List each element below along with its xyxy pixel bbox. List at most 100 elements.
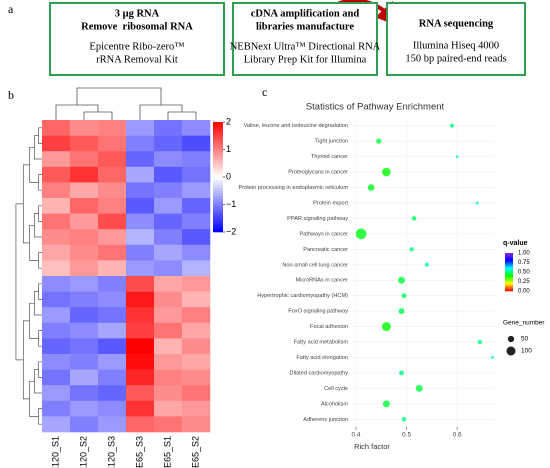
heatmap-cell xyxy=(98,213,127,230)
heatmap-cell xyxy=(42,229,71,246)
heatmap-cell xyxy=(182,229,211,246)
colorbar-segment xyxy=(213,226,223,230)
workflow-box xyxy=(232,2,378,76)
legend-size xyxy=(507,335,515,343)
heatmap-cell xyxy=(182,416,211,433)
point xyxy=(424,262,429,267)
heatmap-cell xyxy=(154,166,183,183)
heatmap-cell xyxy=(154,400,183,417)
heatmap-cell xyxy=(126,385,155,402)
colorbar-segment xyxy=(213,174,223,178)
legend-colorbar xyxy=(505,288,513,291)
heatmap-cell xyxy=(182,322,211,339)
point xyxy=(376,138,382,144)
legend-colorbar xyxy=(505,254,513,256)
colorbar-segment xyxy=(213,210,223,214)
heatmap-cell xyxy=(126,291,155,308)
legend-colorbar xyxy=(505,269,513,272)
heatmap-cell xyxy=(70,213,99,230)
y-tick-label: Protein processing in endoplasmic reticu… xyxy=(239,185,349,191)
heatmap-cell xyxy=(70,322,99,339)
panel-label: b xyxy=(8,88,14,102)
box-heading: Remove ribosomal RNA xyxy=(81,21,193,32)
colorbar-segment xyxy=(213,185,223,189)
colorbar-segment xyxy=(213,124,223,128)
heatmap-cell xyxy=(98,338,127,355)
heatmap-cell xyxy=(126,166,155,183)
heatmap-cell xyxy=(98,166,127,183)
heatmap-cell xyxy=(98,260,127,277)
heatmap-cell xyxy=(70,416,99,433)
colorbar-segment xyxy=(213,163,223,167)
colorbar-segment xyxy=(213,168,223,172)
legend-colorbar xyxy=(505,264,513,266)
heatmap-cell xyxy=(126,135,155,152)
colorbar-label: 0 xyxy=(226,171,231,181)
y-tick-label: Fatty acid metabolism xyxy=(294,340,349,346)
legend-colorbar xyxy=(505,284,513,287)
point xyxy=(411,216,417,221)
heatmap-cell xyxy=(70,291,99,308)
point xyxy=(415,384,423,392)
heatmap-cell xyxy=(154,182,183,199)
point xyxy=(382,400,390,408)
heatmap-cell xyxy=(70,369,99,386)
heatmap-cell xyxy=(98,307,127,324)
colorbar-segment xyxy=(213,201,223,205)
box-heading: libraries manufacture xyxy=(256,21,354,32)
heatmap-cell xyxy=(42,213,71,230)
legend-label: 100 xyxy=(521,348,532,355)
heatmap-cell xyxy=(126,369,155,386)
y-tick-label: Alcoholism xyxy=(321,401,348,407)
box-heading: cDNA amplification and xyxy=(251,8,360,19)
colorbar-segment xyxy=(213,144,223,148)
colorbar-segment xyxy=(213,166,223,170)
dendrogram-branch xyxy=(29,146,39,183)
heatmap-cell xyxy=(98,416,127,433)
colorbar-segment xyxy=(213,193,223,197)
heatmap-cell xyxy=(98,182,127,199)
colorbar-segment xyxy=(213,133,223,137)
heatmap-cell xyxy=(70,244,99,261)
y-tick-label: PPAR signaling pathway xyxy=(287,216,348,222)
heatmap-cell xyxy=(126,120,155,136)
colorbar-segment xyxy=(213,138,223,142)
colorbar-segment xyxy=(213,127,223,131)
heatmap-cell xyxy=(42,416,71,433)
plot-area xyxy=(352,118,495,427)
heatmap-cell xyxy=(42,166,71,183)
heatmap-cell xyxy=(98,354,127,370)
heatmap-cell xyxy=(98,276,127,292)
heatmap-cell xyxy=(70,151,99,168)
y-tick-label: Proteoglycans in cancer xyxy=(288,170,348,176)
colorbar-label: −1 xyxy=(226,199,236,209)
y-tick-label: Protein export xyxy=(313,200,348,206)
heatmap-cell xyxy=(182,182,211,199)
point xyxy=(367,184,375,191)
y-tick-label: MicroRNAs in cancer xyxy=(295,278,348,284)
legend-colorbar xyxy=(505,263,513,265)
heatmap-cell xyxy=(154,322,183,339)
y-tick-label: Pathways in cancer xyxy=(299,231,348,237)
heatmap-cell xyxy=(42,307,71,324)
heatmap-cell xyxy=(42,120,71,136)
legend-colorbar xyxy=(505,285,513,288)
colorbar-segment xyxy=(213,212,223,216)
dendrogram-branch xyxy=(38,127,42,144)
column-label: E65_S2 xyxy=(190,436,200,468)
heatmap-cell xyxy=(70,400,99,417)
heatmap-cell xyxy=(182,198,211,214)
heatmap-cell xyxy=(182,213,211,230)
legend-colorbar xyxy=(505,259,513,261)
dendrogram-branch xyxy=(38,174,42,191)
point xyxy=(455,155,459,159)
y-tick-label: Cell cycle xyxy=(324,386,348,392)
heatmap-cell xyxy=(154,244,183,261)
workflow-box xyxy=(49,2,225,76)
heatmap-cell xyxy=(98,400,127,417)
legend-colorbar xyxy=(505,278,513,280)
box-text: Library Prep Kit for Illumina xyxy=(244,54,367,65)
heatmap-cell xyxy=(126,213,155,230)
dendrogram-branch xyxy=(29,380,39,417)
